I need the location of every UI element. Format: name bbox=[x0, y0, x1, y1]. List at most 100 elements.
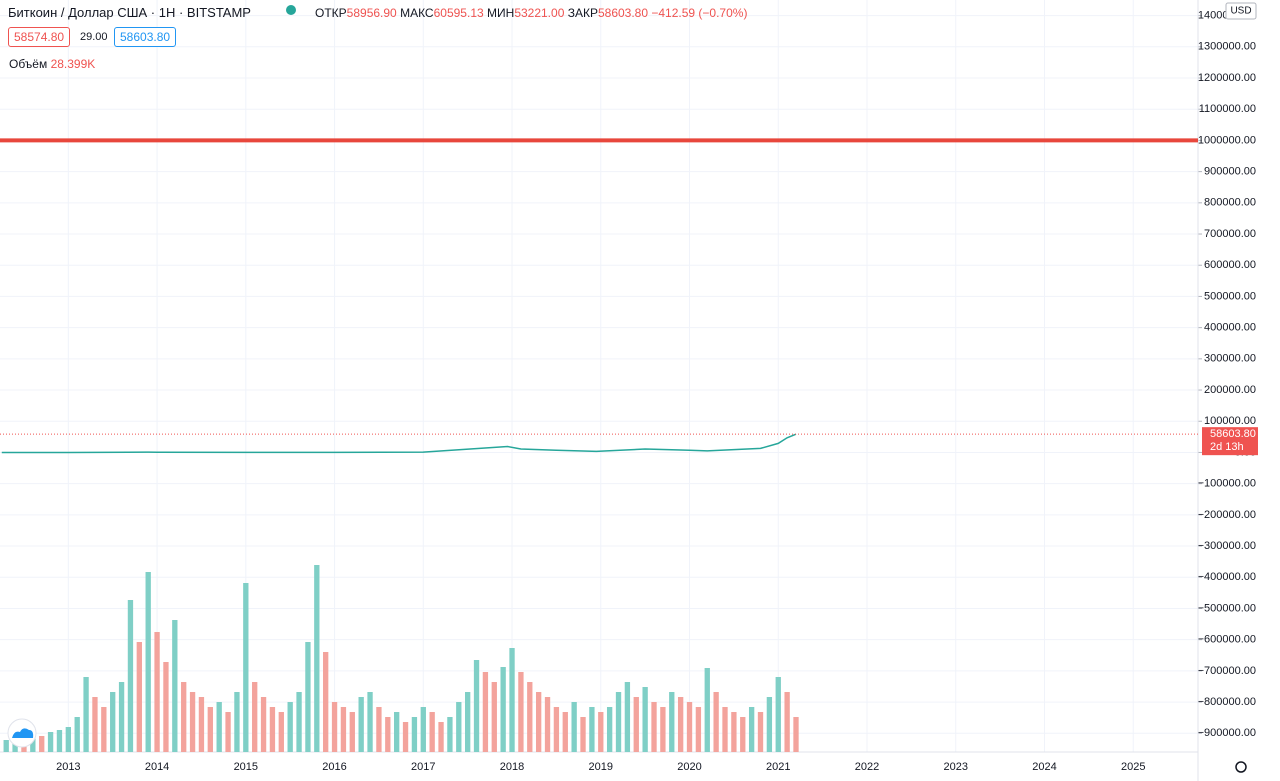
y-tick-label: 1200000.00 bbox=[1198, 72, 1256, 84]
spread: 29.00 bbox=[80, 31, 108, 43]
volume-bar bbox=[606, 707, 613, 752]
volume-bar bbox=[349, 712, 355, 752]
volume-bar bbox=[722, 707, 728, 752]
volume-bar bbox=[252, 682, 258, 752]
volume-bar bbox=[296, 692, 302, 752]
volume-bar bbox=[305, 642, 311, 752]
y-tick-label: −400000.00 bbox=[1198, 571, 1256, 583]
volume-bar bbox=[101, 707, 107, 752]
volume-bar bbox=[695, 707, 702, 752]
low: 53221.00 bbox=[514, 6, 565, 20]
volume-bar bbox=[686, 702, 693, 752]
volume-bar bbox=[660, 707, 666, 752]
volume-bar bbox=[482, 672, 489, 752]
volume-bar bbox=[784, 692, 790, 752]
volume-bar bbox=[358, 697, 364, 752]
volume-bar bbox=[198, 697, 205, 752]
y-tick-label: 400000.00 bbox=[1204, 322, 1256, 334]
volume-bar bbox=[713, 692, 719, 752]
status-dot bbox=[286, 5, 296, 15]
y-tick-label: 300000.00 bbox=[1204, 353, 1256, 365]
y-tick-label: −500000.00 bbox=[1198, 602, 1256, 614]
y-tick-label: 900000.00 bbox=[1204, 166, 1256, 178]
y-tick-label: −600000.00 bbox=[1198, 634, 1256, 646]
volume-bar bbox=[757, 712, 764, 752]
volume-bar bbox=[669, 692, 675, 752]
close-label: ЗАКР bbox=[567, 6, 598, 20]
volume-bar bbox=[527, 682, 533, 752]
volume-bar bbox=[748, 707, 755, 752]
last-price-tag bbox=[1202, 427, 1258, 456]
volume-bar bbox=[367, 692, 373, 752]
volume-bar bbox=[189, 692, 196, 752]
volume-bar bbox=[793, 717, 799, 752]
x-tick-label: 2025 bbox=[1121, 761, 1145, 773]
volume-bar bbox=[624, 682, 631, 752]
ohlc: ОТКР58956.90 МАКС60595.13 МИН53221.00 ЗА… bbox=[315, 6, 747, 20]
volume-bar bbox=[3, 740, 9, 752]
volume-bar bbox=[269, 707, 276, 752]
x-tick-label: 2022 bbox=[855, 761, 879, 773]
volume-legend: Объём 28.399K bbox=[9, 57, 95, 71]
volume-bar bbox=[500, 667, 506, 752]
currency-box[interactable] bbox=[1225, 2, 1257, 20]
volume-bar bbox=[331, 702, 338, 752]
volume-bar bbox=[571, 702, 577, 752]
x-tick-label: 2015 bbox=[234, 761, 258, 773]
volume-bar bbox=[47, 732, 54, 752]
logo-cloud bbox=[12, 728, 34, 738]
x-tick-label: 2014 bbox=[145, 761, 169, 773]
volume-bar bbox=[562, 712, 568, 752]
volume-bar bbox=[385, 717, 391, 752]
x-tick-label: 2019 bbox=[589, 761, 613, 773]
x-tick-label: 2016 bbox=[322, 761, 346, 773]
volume-bar bbox=[145, 572, 151, 752]
volume-bar bbox=[323, 652, 329, 752]
volume-bar bbox=[243, 583, 249, 752]
volume-bar bbox=[447, 717, 453, 752]
volume-bar bbox=[127, 600, 134, 752]
volume-bar bbox=[340, 707, 347, 752]
volume-bar bbox=[207, 707, 213, 752]
volume-bar bbox=[651, 702, 657, 752]
volume-bar bbox=[465, 692, 471, 752]
volume-bar bbox=[92, 697, 98, 752]
last-price-label: 58603.80 bbox=[1210, 428, 1256, 440]
volume-bar bbox=[491, 682, 497, 752]
high: 60595.13 bbox=[433, 6, 484, 20]
volume-bar bbox=[260, 697, 267, 752]
y-tick-label: −700000.00 bbox=[1198, 665, 1256, 677]
volume-bar bbox=[580, 717, 586, 752]
volume-bar bbox=[65, 727, 71, 752]
volume-bar bbox=[509, 648, 515, 752]
y-tick-label: −800000.00 bbox=[1198, 696, 1256, 708]
bid-button[interactable]: 58574.80 bbox=[8, 27, 71, 47]
y-tick-label: 1000000.00 bbox=[1198, 134, 1256, 146]
x-tick-label: 2013 bbox=[56, 761, 80, 773]
volume-bar bbox=[287, 702, 293, 752]
volume-bar bbox=[420, 707, 426, 752]
x-tick-label: 2018 bbox=[500, 761, 524, 773]
low-label: МИН bbox=[487, 6, 515, 20]
y-tick-label: 1100000.00 bbox=[1199, 103, 1256, 115]
symbol-title[interactable]: Биткоин / Доллар США · 1Н · BITSTAMP bbox=[8, 5, 251, 20]
volume-bar bbox=[376, 707, 382, 752]
volume-bar bbox=[633, 697, 639, 752]
currency-label: USD bbox=[1230, 6, 1251, 17]
close: 58603.80 bbox=[597, 6, 649, 20]
volume-bar bbox=[553, 707, 560, 752]
y-tick-label: −900000.00 bbox=[1198, 727, 1256, 739]
volume-bar bbox=[438, 722, 444, 752]
y-tick-label: 1300000.00 bbox=[1198, 41, 1256, 53]
volume-bar bbox=[642, 687, 648, 752]
y-tick-label: 700000.00 bbox=[1204, 228, 1256, 240]
volume-bar bbox=[731, 712, 737, 752]
volume-bar bbox=[429, 712, 435, 752]
ask-button[interactable]: 58603.80 bbox=[114, 27, 177, 47]
volume-bar bbox=[704, 668, 710, 752]
x-tick-label: 2023 bbox=[943, 761, 967, 773]
volume-bar bbox=[456, 702, 462, 752]
volume-bar bbox=[411, 717, 418, 752]
x-tick-label: 2017 bbox=[411, 761, 435, 773]
